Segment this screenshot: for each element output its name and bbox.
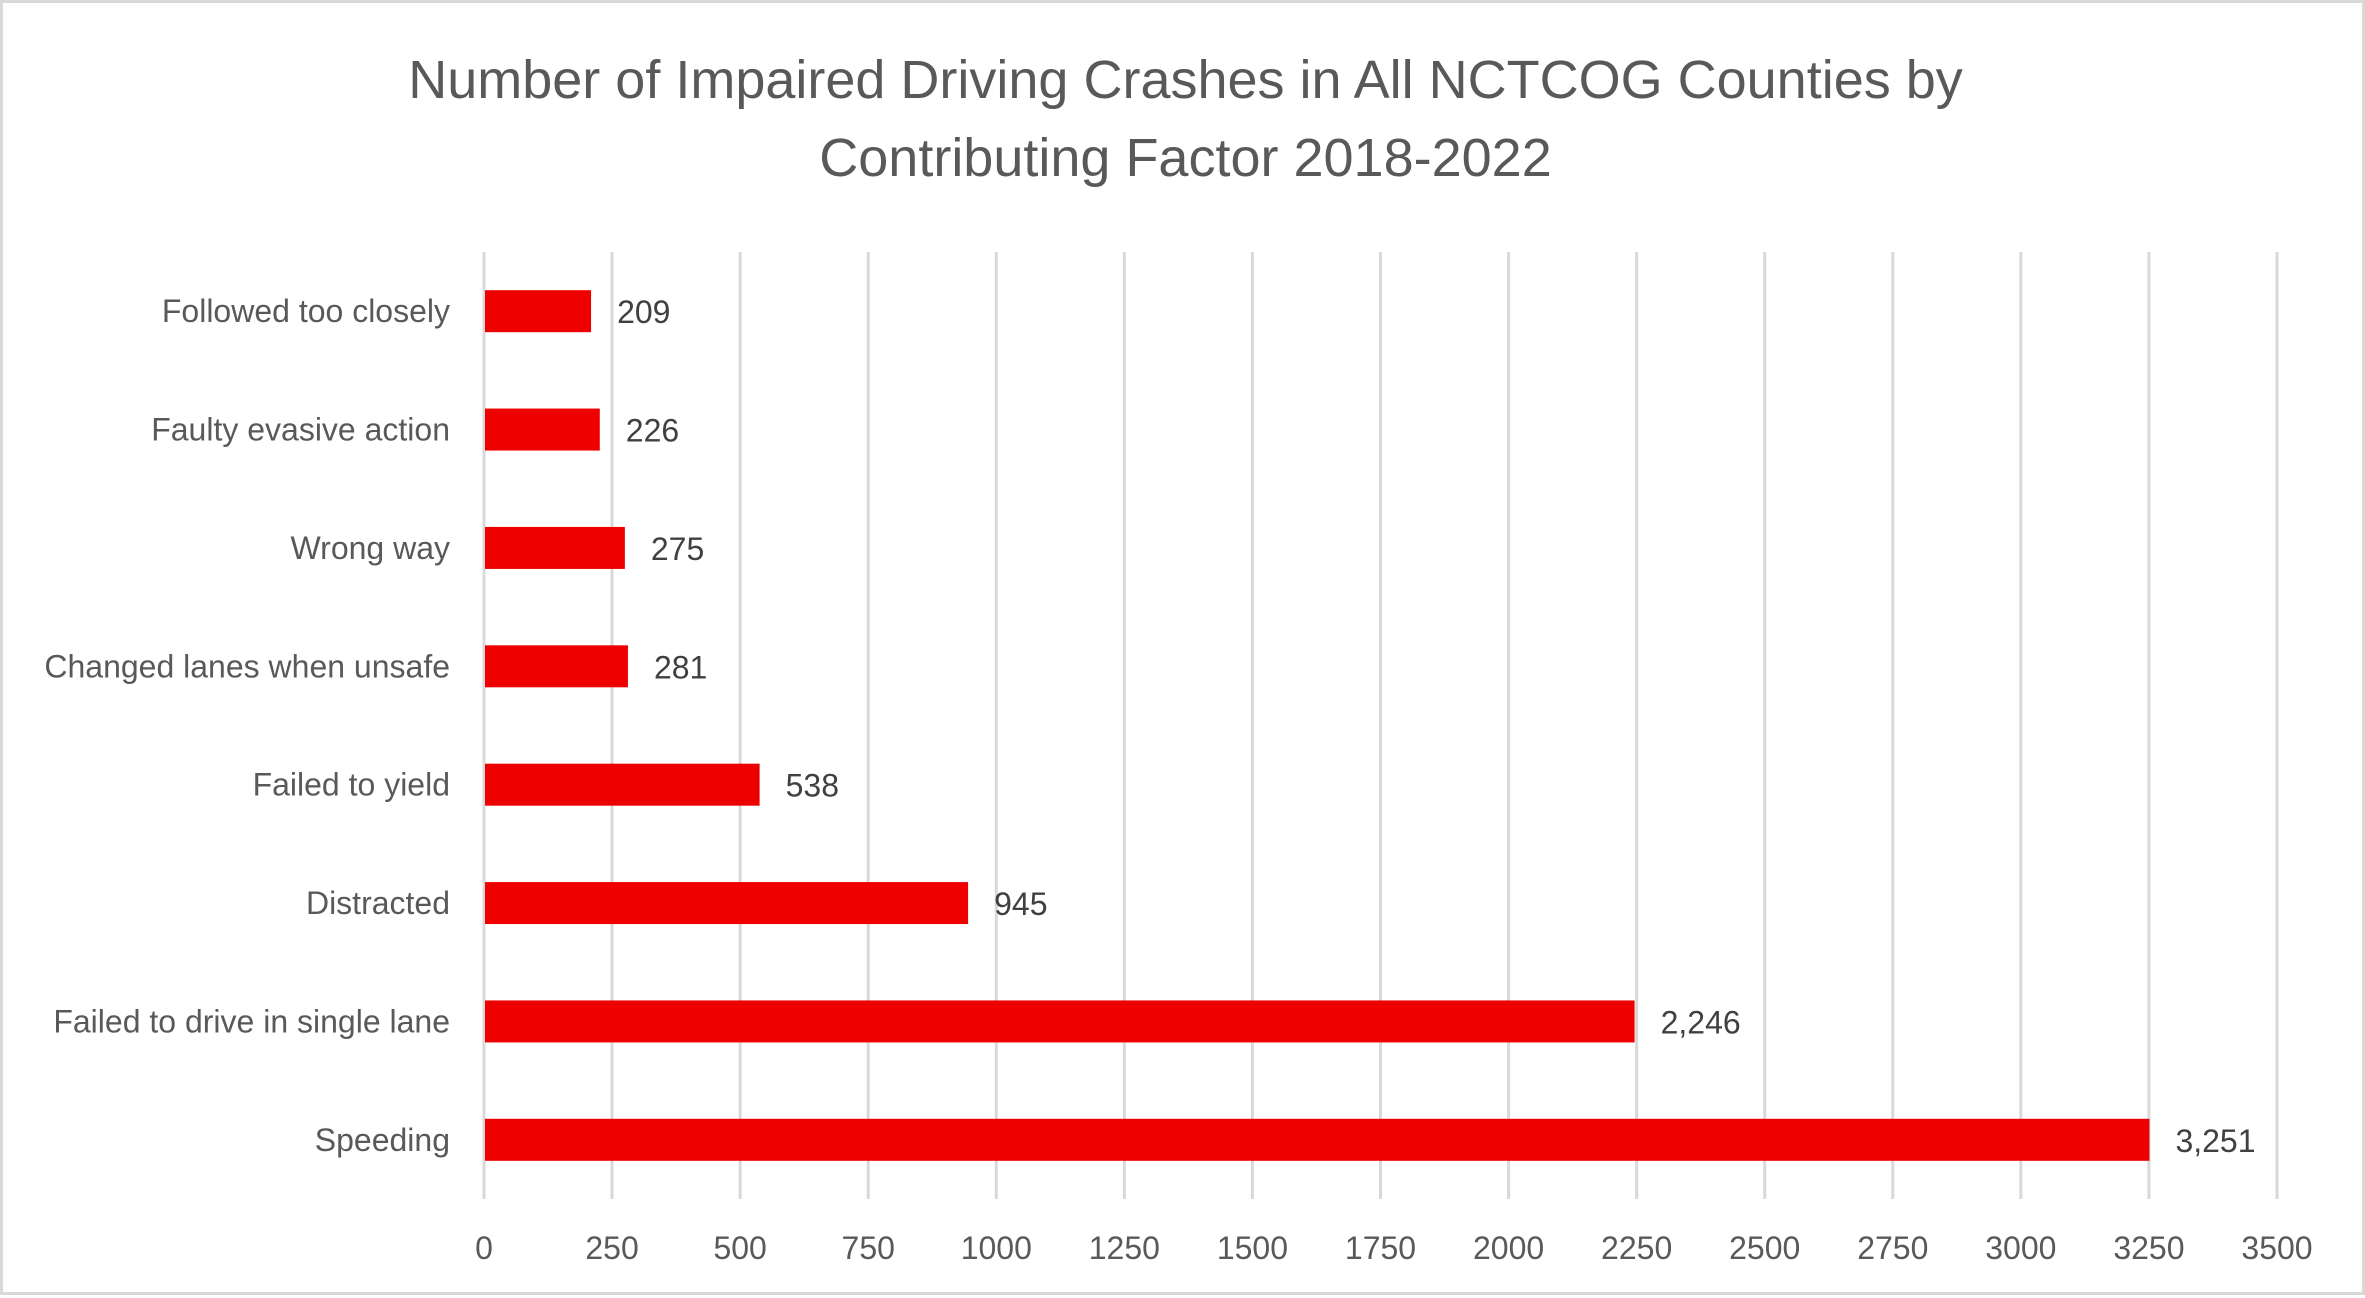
category-label: Followed too closely	[162, 293, 450, 329]
bar	[485, 882, 969, 925]
gridlines	[482, 252, 2279, 1199]
x-tick-label: 2750	[1857, 1230, 1928, 1266]
x-tick-label: 500	[713, 1230, 766, 1266]
data-label: 209	[617, 294, 670, 330]
x-tick-label: 2250	[1601, 1230, 1672, 1266]
category-label: Changed lanes when unsafe	[44, 648, 450, 684]
x-tick-label: 3250	[2113, 1230, 2184, 1266]
category-label: Failed to yield	[253, 767, 450, 803]
category-label: Distracted	[306, 885, 450, 921]
x-tick-label: 750	[842, 1230, 895, 1266]
bar	[485, 645, 628, 688]
bar	[485, 1118, 2150, 1161]
x-tick-label: 1500	[1217, 1230, 1288, 1266]
data-label: 538	[786, 768, 839, 804]
data-label: 945	[994, 886, 1047, 922]
category-axis-labels: Followed too closely Faulty evasive actio…	[44, 293, 450, 1158]
data-label: 275	[651, 531, 704, 567]
chart-title-line-2: Contributing Factor 2018-2022	[819, 128, 1552, 188]
bars	[485, 290, 2150, 1161]
x-tick-label: 1000	[961, 1230, 1032, 1266]
bar	[485, 408, 600, 451]
x-tick-label: 1750	[1345, 1230, 1416, 1266]
value-axis-tick-labels: 0 250 500 750 1000 1250 1500 1750 2000 2250 2500 27…	[475, 1230, 2312, 1266]
data-label: 281	[654, 649, 707, 685]
bar	[485, 290, 592, 333]
x-tick-label: 0	[475, 1230, 493, 1266]
chart-title: Number of Impaired Driving Crashes in Al…	[3, 41, 2365, 197]
data-label: 3,251	[2175, 1123, 2255, 1159]
category-label: Faulty evasive action	[151, 412, 450, 448]
x-tick-label: 2500	[1729, 1230, 1800, 1266]
data-label: 226	[626, 413, 679, 449]
bar-chart-plot: Followed too closely Faulty evasive actio…	[44, 252, 2313, 1266]
data-labels: 209 226 275 281 538 945 2,246 3,251	[617, 294, 2255, 1159]
chart-title-line-1: Number of Impaired Driving Crashes in Al…	[408, 50, 1963, 110]
category-label: Speeding	[315, 1122, 450, 1158]
category-label: Failed to drive in single lane	[53, 1003, 450, 1039]
bar	[485, 1000, 1635, 1043]
x-tick-label: 3500	[2241, 1230, 2312, 1266]
bar	[485, 526, 625, 569]
x-tick-label: 1250	[1089, 1230, 1160, 1266]
category-label: Wrong way	[291, 530, 450, 566]
x-tick-label: 2000	[1473, 1230, 1544, 1266]
x-tick-label: 3000	[1985, 1230, 2056, 1266]
bar	[485, 763, 760, 806]
data-label: 2,246	[1661, 1004, 1741, 1040]
x-tick-label: 250	[585, 1230, 638, 1266]
